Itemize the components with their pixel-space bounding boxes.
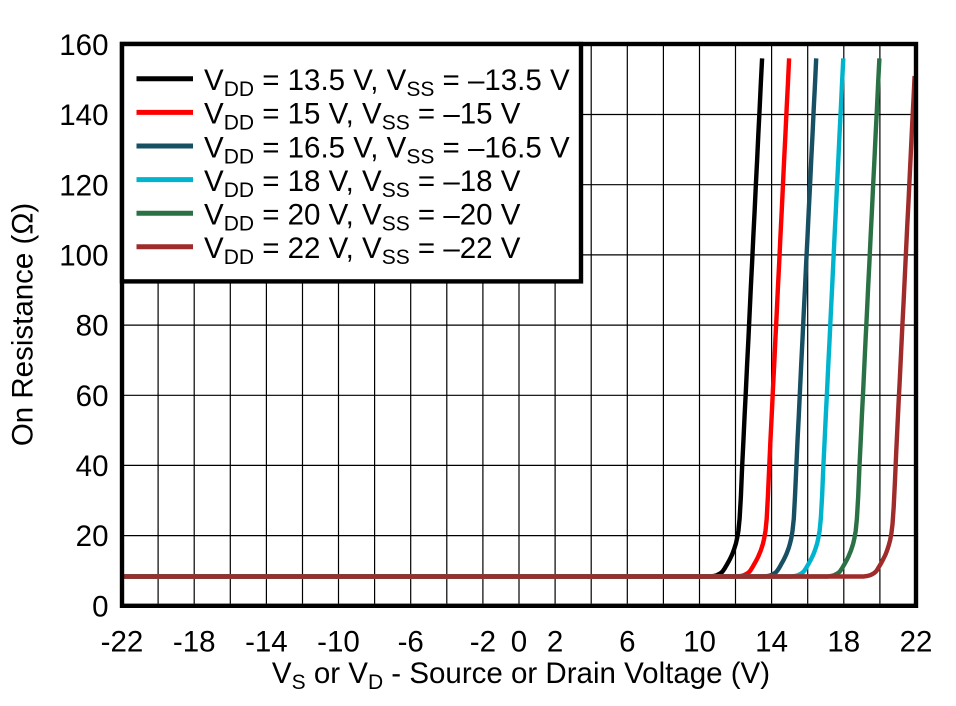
svg-text:VDD = 18 V, VSS = –18 V: VDD = 18 V, VSS = –18 V [204,165,521,202]
svg-text:On Resistance (Ω): On Resistance (Ω) [6,203,39,446]
svg-text:18: 18 [827,626,860,659]
svg-text:VDD = 20 V, VSS = –20 V: VDD = 20 V, VSS = –20 V [204,199,521,236]
svg-text:-14: -14 [245,626,288,659]
svg-text:100: 100 [59,240,108,273]
svg-text:120: 120 [59,169,108,202]
svg-text:22: 22 [900,626,933,659]
svg-text:-6: -6 [398,626,424,659]
svg-text:60: 60 [76,380,109,413]
svg-text:140: 140 [59,99,108,132]
svg-text:VDD = 22 V, VSS = –22 V: VDD = 22 V, VSS = –22 V [204,232,521,269]
svg-text:80: 80 [76,310,109,343]
svg-text:-18: -18 [173,626,216,659]
svg-text:14: 14 [755,626,788,659]
svg-text:-2: -2 [470,626,496,659]
svg-text:-22: -22 [101,626,144,659]
svg-text:10: 10 [683,626,716,659]
svg-text:-10: -10 [317,626,360,659]
svg-text:160: 160 [59,29,108,62]
svg-text:VS or VD - Source or Drain Vol: VS or VD - Source or Drain Voltage (V) [272,657,770,694]
svg-text:20: 20 [76,520,109,553]
svg-text:0: 0 [92,590,108,623]
svg-text:2: 2 [547,626,563,659]
svg-text:0: 0 [511,626,527,659]
svg-text:40: 40 [76,450,109,483]
svg-text:6: 6 [619,626,635,659]
svg-text:VDD = 16.5 V, VSS = –16.5 V: VDD = 16.5 V, VSS = –16.5 V [204,131,570,168]
svg-text:VDD = 13.5 V, VSS = –13.5 V: VDD = 13.5 V, VSS = –13.5 V [204,64,570,101]
svg-text:VDD = 15 V, VSS = –15 V: VDD = 15 V, VSS = –15 V [204,98,521,135]
